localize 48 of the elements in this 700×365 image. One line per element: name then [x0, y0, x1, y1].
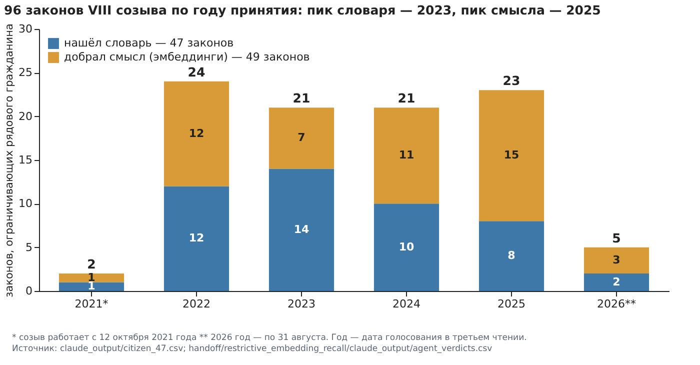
y-tick-label: 15: [18, 154, 32, 166]
total-label: 21: [292, 90, 310, 106]
data-label: 8: [508, 249, 516, 262]
legend-label: нашёл словарь — 47 законов: [64, 36, 234, 50]
data-label: 2: [612, 275, 620, 288]
bar: [374, 108, 440, 204]
data-label: 15: [504, 148, 520, 162]
bar: [164, 81, 230, 186]
bar: [58, 282, 124, 291]
chart-title: 96 законов VIII созыва по году принятия: пик словаря — 2023, пик смысла — 2025: [4, 2, 601, 18]
total-label: 21: [398, 90, 416, 106]
data-label: 10: [398, 240, 414, 254]
bar: [478, 90, 544, 222]
x-tick-label: 2023: [288, 298, 316, 310]
data-label: 7: [298, 131, 306, 144]
total-label: 2: [87, 256, 96, 272]
data-label: 12: [188, 232, 204, 245]
y-axis-title: законов, ограничивающих рядового гражданина: [4, 24, 16, 298]
data-label: 12: [188, 126, 204, 140]
y-tick-label: 5: [26, 240, 32, 254]
bar: [374, 204, 440, 291]
x-tick-label: 2021*: [74, 298, 109, 310]
total-label: 24: [188, 64, 206, 80]
text: Источник: claude_output/citizen_47.csv; handoff/restrictive_embedding_recall/claude_output/agent_verdicts.csv: [12, 344, 494, 355]
x-tick-label: 2022: [182, 298, 210, 310]
legend-label: добрал смысл (эмбеддинги) — 49 законов: [64, 50, 310, 64]
bar: [268, 108, 334, 169]
bar: [164, 186, 230, 291]
x-tick-label: 2024: [392, 298, 420, 310]
bar: [584, 274, 650, 291]
bar: [58, 274, 124, 282]
y-tick-label: 0: [26, 284, 32, 298]
data-label: 14: [294, 222, 310, 236]
data-label: 1: [88, 280, 96, 293]
y-tick-label: 30: [18, 22, 32, 36]
text: * созыв работает с 12 октября 2021 года ** 2026 год — по 31 августа. Год — дата голосования в третьем чтении.: [12, 333, 527, 344]
total-label: 5: [612, 230, 621, 246]
bar: [584, 247, 650, 274]
data-label: 11: [398, 148, 414, 162]
y-tick-label: 25: [18, 66, 32, 80]
x-tick-label: 2025: [498, 298, 526, 310]
bar: [268, 168, 334, 291]
x-tick-label: 2026**: [597, 298, 636, 310]
total-label: 23: [502, 73, 520, 88]
data-label: 3: [612, 253, 620, 266]
y-tick-label: 20: [18, 110, 32, 123]
y-tick-label: 10: [18, 197, 32, 210]
bar: [478, 221, 544, 291]
